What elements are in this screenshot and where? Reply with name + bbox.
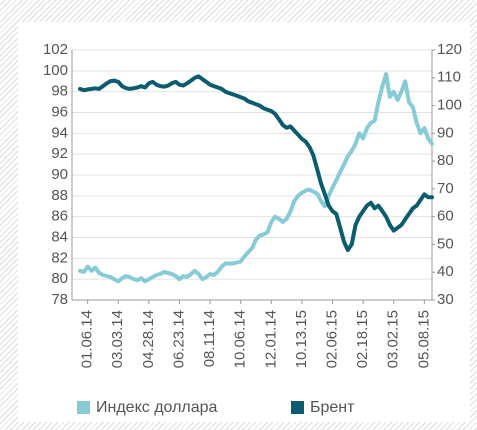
y-tick-label: 86	[51, 208, 68, 225]
y2-tick-label: 120	[437, 41, 462, 58]
y-tick-label: 96	[51, 103, 68, 120]
y-tick-label: 80	[51, 270, 68, 287]
y2-tick-label: 80	[437, 152, 454, 169]
y2-tick-label: 70	[437, 180, 454, 197]
x-tick-label: 03.02.15	[385, 310, 402, 368]
y-tick-label: 92	[51, 145, 68, 162]
y2-tick-label: 30	[437, 291, 454, 308]
y-tick-label: 100	[43, 62, 68, 79]
x-tick-label: 03.03.14	[109, 310, 126, 368]
x-tick-label: 05.08.15	[415, 310, 432, 368]
x-tick-label: 02.06.15	[323, 310, 340, 368]
x-tick-label: 12.01.14	[262, 310, 279, 368]
y-tick-label: 78	[51, 291, 68, 308]
legend-label: Индекс доллара	[96, 399, 218, 416]
x-tick-label: 02.18.15	[354, 310, 371, 368]
y-tick-label: 84	[51, 228, 68, 245]
y2-tick-label: 110	[437, 69, 461, 86]
y2-tick-label: 40	[437, 263, 454, 280]
y-tick-label: 88	[51, 187, 68, 204]
y-tick-label: 90	[51, 166, 68, 183]
y2-tick-label: 90	[437, 124, 454, 141]
y2-tick-label: 60	[437, 208, 454, 225]
line	[78, 74, 434, 252]
x-tick-label: 04.28.14	[140, 310, 157, 368]
legend-label: Брент	[310, 399, 355, 416]
x-tick-label: 10.13.15	[293, 310, 310, 368]
x-tick-label: 10.06.14	[232, 310, 249, 368]
y-tick-label: 82	[51, 249, 68, 266]
y2-tick-label: 100	[437, 97, 462, 114]
x-tick-label: 06.23.14	[170, 310, 187, 368]
x-tick-label: 08.11.14	[201, 310, 218, 367]
y-tick-label: 94	[51, 124, 68, 141]
y2-tick-label: 50	[437, 235, 454, 252]
legend-swatch	[77, 401, 90, 414]
line	[78, 72, 434, 284]
y-tick-label: 98	[51, 83, 68, 100]
legend-swatch	[291, 401, 304, 414]
x-tick-label: 01.06.14	[79, 310, 96, 368]
y-tick-label: 102	[43, 41, 68, 58]
